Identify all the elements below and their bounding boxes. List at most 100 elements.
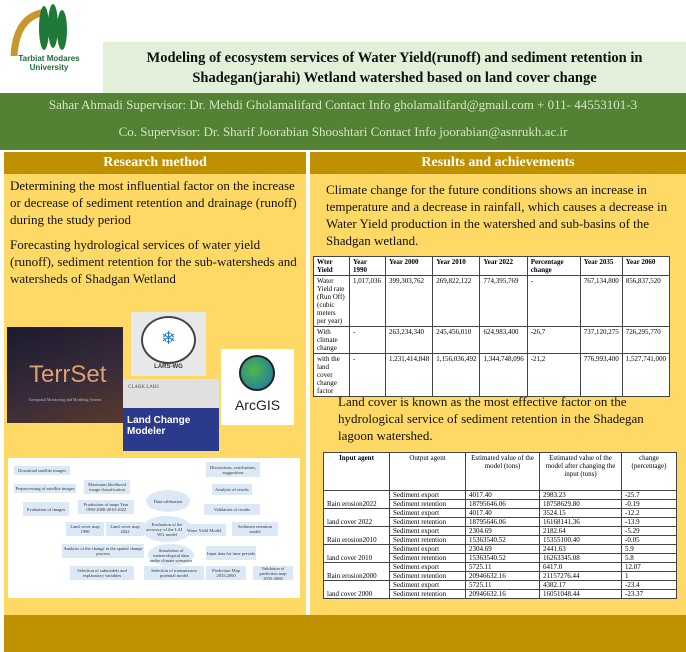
authors-line-2: Co. Supervisor: Dr. Sharif Joorabian Sho… [118, 124, 568, 139]
row-label: Water Yield rate (Run Off) (cubic meters… [313, 275, 350, 327]
cell: Sediment export [389, 562, 466, 572]
cell: Sediment export [389, 580, 466, 590]
header-cell: Year 2022 [479, 256, 528, 276]
header-cell: Year 1990 [349, 256, 386, 276]
table-row: Sediment retention 18795646.06 18758629.80… [324, 499, 677, 509]
cell: 16263345.08 [539, 553, 622, 563]
cell: - [349, 353, 386, 397]
cell: Sediment retention [389, 589, 466, 599]
cell: -5.29 [621, 526, 677, 536]
cell: - [526, 275, 581, 327]
table-row: land cover 2022 Sediment export 4017.40 352… [323, 508, 677, 527]
input-agent-cell: land cover 2022 [323, 508, 390, 527]
header-cell: Year 2035 [579, 256, 623, 276]
cell: - [349, 326, 386, 354]
cell: 15363540.52 [465, 535, 540, 545]
cell: Sediment export [389, 508, 466, 518]
flow-box: Prediction Map 2035,2060 [206, 566, 246, 580]
input-agent-cell: land cover 2010 [323, 544, 390, 563]
cell: -23.4 [621, 580, 677, 590]
cell: 1,156,036,492 [432, 353, 481, 397]
table-row: With climate change - 263,234,340 245,45… [313, 326, 671, 354]
table-row: Sediment retention 20946632.16 16051048.44… [324, 589, 677, 599]
header-cell: Output agent [389, 452, 466, 491]
flow-box: Analysis of the change in the spatial ch… [62, 544, 144, 558]
method-paragraph-1: Determining the most influential factor … [10, 178, 297, 227]
cell: 4017.40 [465, 490, 540, 500]
table-row: Sediment retention 20946632.16 21157276.44… [324, 571, 677, 581]
cell: -23.37 [621, 589, 677, 599]
cell: 2304.69 [465, 526, 540, 536]
method-paragraph-2: Forecasting hydrological services of wat… [10, 237, 297, 286]
results-paragraph-2: Land cover is known as the most effectiv… [338, 394, 644, 443]
cell: 2441.63 [539, 544, 622, 554]
arcgis-logo: ArcGIS [221, 349, 294, 425]
input-agent-cell: Rain erosion2022 [323, 490, 390, 509]
cell: 726,295,770 [621, 326, 671, 354]
land-change-modeler-logo: CLARK LABS Land Change Modeler [123, 379, 219, 451]
flow-box: Sediment retention model [232, 522, 278, 536]
cell: -12.2 [621, 508, 677, 518]
flow-box: Analysis of results [212, 484, 252, 495]
table-row: Rain erosion2022 Sediment export 4017.40 29… [323, 490, 677, 509]
lars-wg-text: LARS-WG [154, 364, 183, 370]
input-agent-cell: land cover 2000 [323, 580, 390, 599]
cell: 5725.11 [465, 562, 540, 572]
cell: -0.19 [621, 499, 677, 509]
flow-box: Production of maps Year 1990-2000-2010-2… [78, 500, 134, 514]
cell: 6417.0 [539, 562, 622, 572]
poster-title: Modeling of ecosystem services of Water … [103, 42, 686, 93]
table-row: Sediment retention 15363540.52 16263345.08… [324, 553, 677, 563]
flow-ellipse: Simulation of meteorological data under … [148, 544, 194, 566]
flow-box: Discussions, conclusions, suggestions [206, 462, 260, 477]
flow-box: Validation of prediction map 2035-2060 [253, 566, 293, 581]
authors-band: Sahar Ahmadi Supervisor: Dr. Mehdi Ghola… [0, 93, 686, 150]
cell: Sediment retention [389, 553, 466, 563]
flow-box: Water Yield Model [182, 524, 226, 536]
header-cell: Estimated value of the model (tons) [465, 452, 540, 491]
table-row: Rain erosion2000 Sediment export 5725.11 64… [323, 562, 677, 581]
flow-box: Land cover map 1990 [66, 522, 104, 536]
cell: Sediment retention [389, 517, 466, 527]
authors-line-1: Sahar Ahmadi Supervisor: Dr. Mehdi Ghola… [48, 97, 638, 112]
cell: 399,303,762 [384, 275, 434, 327]
header-cell: change (percentage) [621, 452, 677, 491]
cell: 1 [621, 571, 677, 581]
table-row: Sediment retention 18795646.06 16168141.36… [324, 517, 677, 527]
results-heading: Results and achievements [310, 152, 686, 174]
cell: 18758629.80 [539, 499, 622, 509]
flow-box: Land cover map 2022 [106, 522, 144, 536]
cell: 624,983,400 [479, 326, 528, 354]
cell: 21157276.44 [539, 571, 622, 581]
cell: 12.07 [621, 562, 677, 572]
terrset-logo: TerrSet Geospatial Monitoring and Modeli… [7, 327, 123, 423]
research-method-heading: Research method [4, 152, 306, 174]
table-row: Water Yield rate (Run Off) (cubic meters… [313, 275, 671, 327]
table-row: with the land cover change factor - 1,23… [313, 353, 671, 397]
cell: 269,822,122 [432, 275, 481, 327]
sediment-table: Input agent Output agent Estimated value… [323, 452, 677, 599]
flow-box: Selection of submodels and explanatory v… [70, 566, 134, 580]
cell: 20946632.16 [465, 571, 540, 581]
cell: 774,395,769 [479, 275, 528, 327]
university-logo [6, 4, 92, 78]
flow-box: Selection of transmission potential mode… [144, 566, 204, 580]
logo-text: Tarbiat Modares University [18, 54, 80, 72]
cell: Sediment export [389, 526, 466, 536]
methodology-flowchart: Download satellite images Preprocessing … [8, 458, 300, 598]
cell: 16168141.36 [539, 517, 622, 527]
flow-box: Validation of results [204, 504, 260, 515]
lars-wg-logo: ❄ LARS-WG [131, 312, 206, 376]
cell: 856,837,520 [621, 275, 671, 327]
cell: -13.9 [621, 517, 677, 527]
cell: 18795646.06 [465, 499, 540, 509]
cell: 737,120,275 [579, 326, 623, 354]
cell: 5725.11 [465, 580, 540, 590]
cell: Sediment retention [389, 571, 466, 581]
cell: 1,017,036 [349, 275, 386, 327]
cell: 2182.64 [539, 526, 622, 536]
terrset-text: TerrSet [29, 361, 107, 388]
row-label: with the land cover change factor [313, 353, 350, 397]
flow-ellipse: Data calibration [146, 490, 190, 512]
cell: Sediment export [389, 490, 466, 500]
